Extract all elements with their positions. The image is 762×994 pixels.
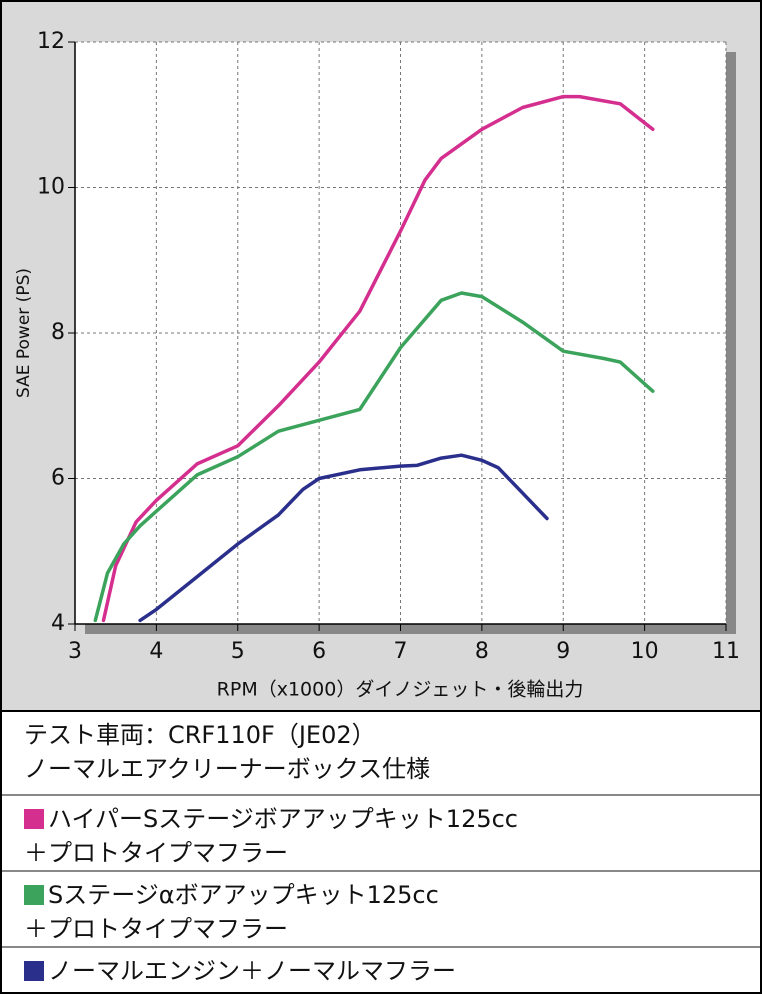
notes: テスト車両：CRF110F（JE02） ノーマルエアクリーナーボックス仕様 — [2, 710, 760, 794]
legend-item: ノーマルエンジン＋ノーマルマフラー — [2, 946, 760, 992]
series-line — [93, 291, 655, 623]
legend-label: ノーマルエンジン＋ノーマルマフラー — [48, 957, 456, 985]
x-tick-label: 5 — [231, 639, 245, 664]
x-tick-label: 7 — [394, 639, 408, 664]
legend-swatch — [24, 961, 44, 981]
legend-label: Sステージαボアアップキット125cc ＋プロトタイプマフラー — [24, 881, 439, 943]
legend-swatch — [24, 885, 44, 905]
note: ノーマルエアクリーナーボックス仕様 — [24, 755, 431, 783]
x-axis-label: RPM（x1000）ダイノジェット・後輪出力 — [217, 679, 584, 701]
y-tick-label: 4 — [51, 611, 65, 636]
x-tick-label: 11 — [712, 639, 740, 664]
x-tick-label: 8 — [475, 639, 489, 664]
legend: テスト車両：CRF110F（JE02） ノーマルエアクリーナーボックス仕様 ハイパ… — [2, 710, 760, 992]
legend-label: ハイパーSステージボアアップキット125cc ＋プロトタイプマフラー — [24, 805, 518, 867]
legend-item: ハイパーSステージボアアップキット125cc ＋プロトタイプマフラー — [2, 794, 760, 870]
x-tick-label: 9 — [556, 639, 570, 664]
legend-swatch — [24, 809, 44, 829]
y-tick-label: 10 — [37, 175, 65, 200]
y-tick-label: 8 — [51, 320, 65, 345]
y-axis-label: SAE Power (PS) — [14, 268, 34, 398]
x-tick-label: 6 — [312, 639, 326, 664]
y-tick-label: 12 — [37, 29, 65, 54]
series-line — [101, 94, 655, 623]
x-tick-label: 10 — [631, 639, 659, 664]
x-tick-label: 3 — [68, 639, 82, 664]
legend-item: Sステージαボアアップキット125cc ＋プロトタイプマフラー — [2, 870, 760, 946]
x-tick-label: 4 — [149, 639, 163, 664]
note: テスト車両：CRF110F（JE02） — [24, 721, 376, 749]
y-tick-label: 6 — [51, 466, 65, 491]
series-line — [138, 453, 549, 623]
